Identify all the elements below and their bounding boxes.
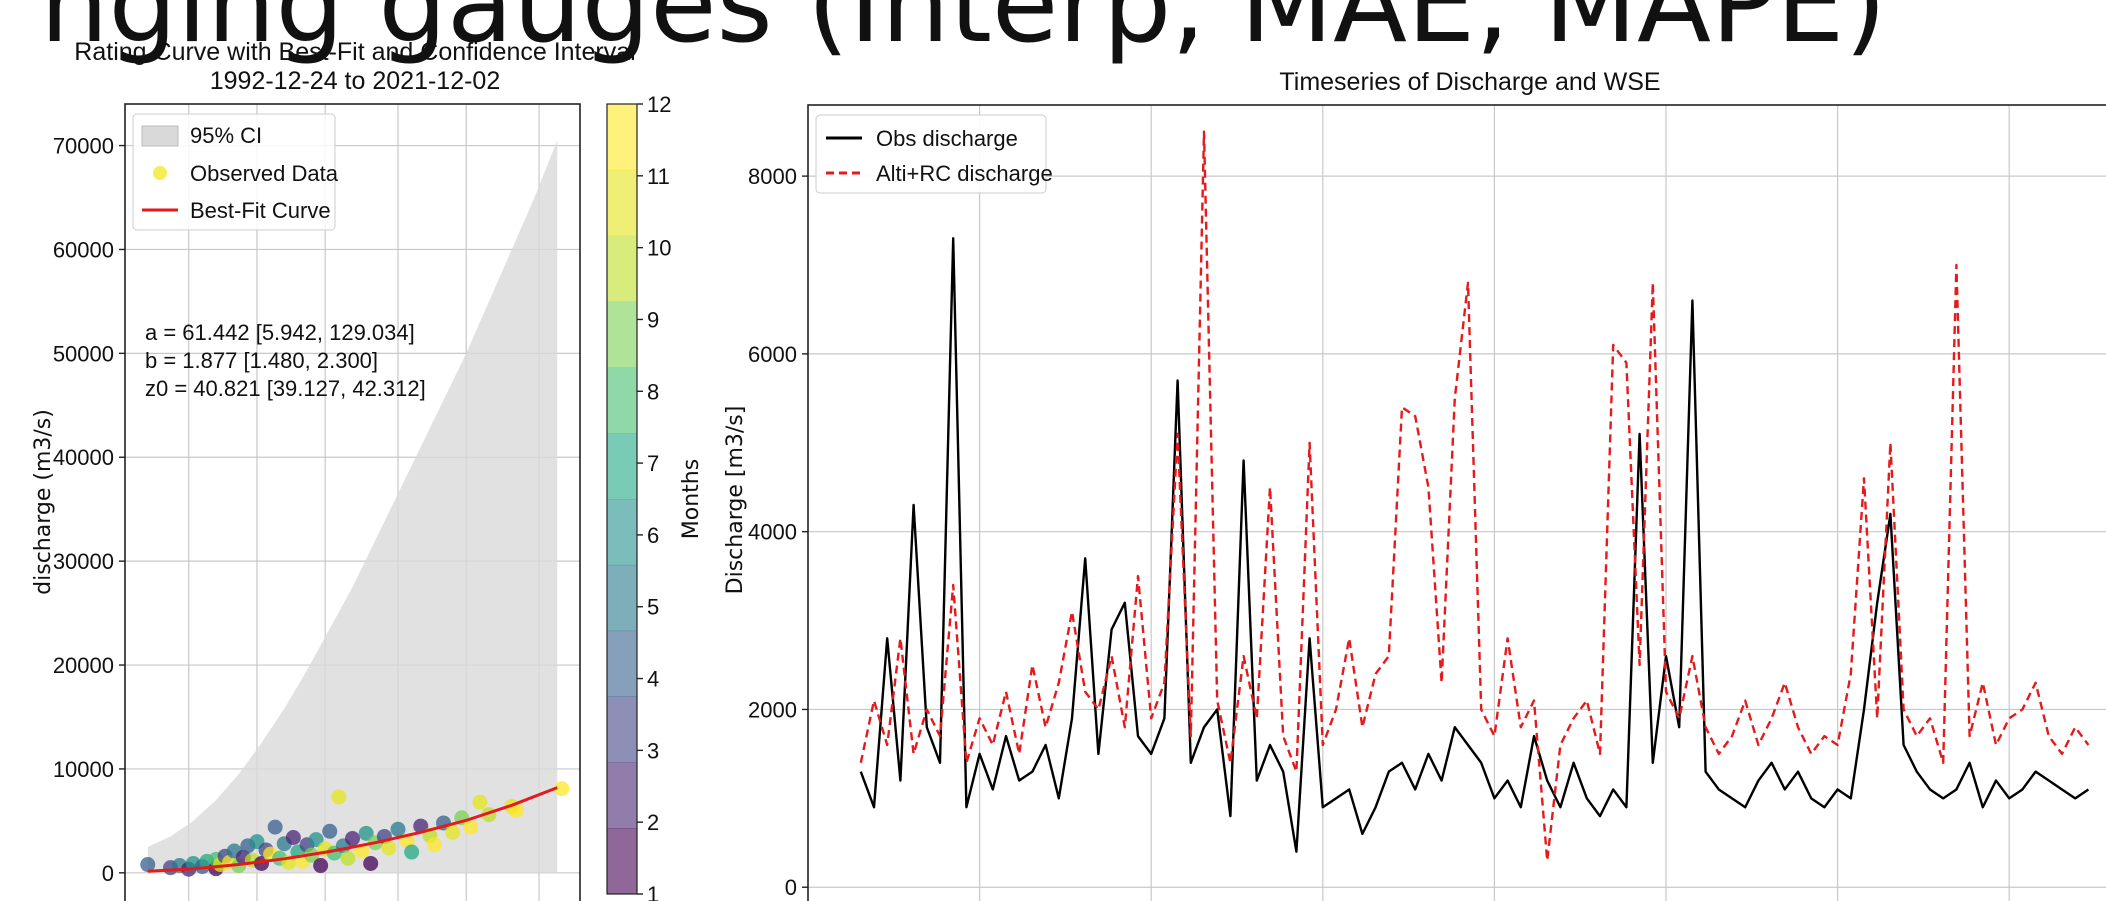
page-heading-partial: nging gauges (Interp, MAE, MAPE)	[40, 0, 1887, 67]
rating-ytick-label-1: 10000	[53, 757, 114, 782]
colorbar-segments	[607, 104, 637, 895]
rating-y-ticks: 0 10000 20000 30000 40000 50000 60000 70000	[53, 134, 125, 886]
scatter-point-30	[308, 832, 324, 848]
colorbar-segment-12	[607, 104, 637, 171]
colorbar-label: Months	[679, 459, 704, 539]
colorbar-tick-label-10: 10	[647, 236, 671, 261]
colorbar-tick-label-9: 9	[647, 307, 659, 332]
legend-bestfit-label: Best-Fit Curve	[190, 198, 331, 223]
best-fit-layer	[147, 786, 558, 873]
scatter-point-41	[363, 855, 379, 871]
colorbar-segment-11	[607, 169, 637, 237]
scatter-point-44	[381, 840, 397, 856]
colorbar-tick-label-7: 7	[647, 451, 659, 476]
scatter-point-31	[313, 858, 329, 874]
timeseries-legend: Obs discharge Alti+RC discharge	[815, 114, 1053, 194]
colorbar-tick-label-5: 5	[647, 595, 659, 620]
rating-y-axis-label: discharge (m3/s)	[31, 409, 56, 595]
colorbar-tick-label-1: 1	[647, 882, 659, 901]
colorbar-tick-label-8: 8	[647, 379, 659, 404]
colorbar-tick-label-3: 3	[647, 738, 659, 763]
colorbar-tick-label-6: 6	[647, 523, 659, 548]
scatter-point-21	[267, 819, 283, 835]
scatter-point-55	[472, 794, 488, 810]
scatter-point-0	[140, 857, 156, 873]
timeseries-gridlines	[808, 105, 2106, 901]
obs-discharge-line	[859, 237, 2090, 853]
rating-ytick-label-2: 20000	[53, 653, 114, 678]
annotation-a: a = 61.442 [5.942, 129.034]	[145, 320, 415, 345]
colorbar-segment-7	[607, 433, 637, 500]
ci-band	[147, 140, 558, 873]
scatter-point-47	[404, 844, 420, 860]
colorbar-segment-6	[607, 499, 637, 566]
timeseries-chart: Timeseries of Discharge and WSE 0 2000 400…	[723, 68, 2106, 901]
colorbar-tick-label-2: 2	[647, 810, 659, 835]
scatter-point-58	[508, 802, 524, 818]
scatter-point-50	[426, 837, 442, 853]
timeseries-ytick-label-3: 6000	[748, 342, 797, 367]
ci-band-layer	[147, 140, 558, 873]
rating-curve-chart: Rating Curve with Best-Fit and Confidenc…	[31, 38, 636, 901]
legend-ci-swatch	[141, 125, 179, 147]
rating-chart-title: Rating Curve with Best-Fit and Confidenc…	[74, 38, 635, 66]
best-fit-curve	[147, 786, 558, 873]
colorbar-segment-9	[607, 301, 637, 368]
rating-legend: 95% CI Observed Data Best-Fit Curve	[132, 113, 339, 231]
scatter-point-37	[340, 850, 356, 866]
scatter-point-38	[345, 831, 360, 847]
rating-ytick-label-3: 30000	[53, 549, 114, 574]
scatter-point-40	[358, 825, 374, 841]
timeseries-ytick-label-4: 8000	[748, 164, 797, 189]
legend-observed-dot	[153, 166, 167, 180]
legend-obs-label: Obs discharge	[876, 126, 1018, 151]
rating-ytick-label-7: 70000	[53, 134, 114, 159]
colorbar-segment-2	[607, 762, 637, 829]
rating-plot-frame	[124, 103, 581, 901]
colorbar-segment-1	[607, 828, 637, 895]
colorbar-segment-4	[607, 630, 637, 697]
timeseries-y-axis-label: Discharge [m3/s]	[723, 406, 748, 595]
rating-ytick-label-6: 60000	[53, 237, 114, 262]
timeseries-y-ticks: 0 2000 4000 6000 8000	[748, 164, 808, 900]
timeseries-chart-title: Timeseries of Discharge and WSE	[1279, 68, 1660, 96]
annotation-z0: z0 = 40.821 [39.127, 42.312]	[145, 376, 426, 401]
scatter-point-59	[554, 781, 570, 797]
scatter-point-52	[445, 824, 461, 840]
scatter-point-54	[463, 819, 479, 835]
alti-rc-discharge-line	[859, 130, 2090, 862]
timeseries-plot-frame	[807, 104, 2106, 901]
timeseries-ytick-label-0: 0	[785, 875, 797, 900]
colorbar-tick-label-4: 4	[647, 667, 659, 692]
rating-ytick-label-0: 0	[102, 861, 114, 886]
scatter-point-25	[285, 830, 301, 846]
rating-ytick-label-4: 40000	[53, 445, 114, 470]
timeseries-series-layer	[859, 130, 2090, 862]
legend-ci-label: 95% CI	[190, 123, 262, 148]
colorbar-segment-10	[607, 235, 637, 302]
legend-observed-label: Observed Data	[190, 161, 339, 186]
legend-alti-label: Alti+RC discharge	[876, 161, 1053, 186]
colorbar-segment-8	[607, 367, 637, 434]
colorbar-tick-label-12: 12	[647, 92, 671, 117]
rating-ytick-label-5: 50000	[53, 341, 114, 366]
scatter-point-33	[322, 823, 338, 839]
colorbar-segment-5	[607, 564, 637, 632]
timeseries-ytick-label-1: 2000	[748, 697, 797, 722]
annotation-b: b = 1.877 [1.480, 2.300]	[145, 348, 378, 373]
scatter-point-45	[390, 821, 406, 837]
rating-chart-subtitle: 1992-12-24 to 2021-12-02	[210, 67, 501, 95]
colorbar-segment-3	[607, 696, 637, 763]
colorbar-tick-label-11: 11	[647, 164, 670, 189]
scatter-point-35	[331, 789, 347, 805]
timeseries-ytick-label-2: 4000	[748, 520, 797, 545]
